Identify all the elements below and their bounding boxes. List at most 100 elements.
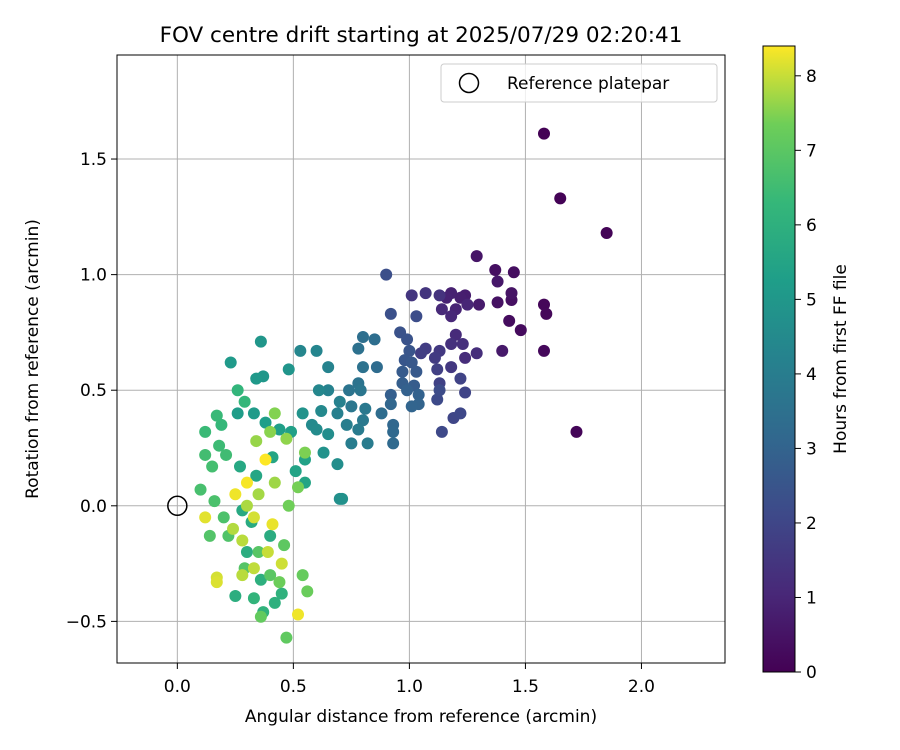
y-tick-label: −0.5: [66, 612, 107, 632]
data-point: [384, 398, 397, 411]
data-point: [315, 405, 328, 418]
y-axis-ticks: −0.5 0.0 0.5 1.0 1.5: [66, 150, 117, 632]
data-point: [203, 529, 216, 542]
data-point: [405, 289, 418, 302]
reference-platepar-marker: [167, 495, 188, 517]
data-point: [231, 407, 244, 420]
data-point: [252, 546, 265, 559]
data-point: [280, 631, 293, 644]
data-point: [491, 275, 504, 288]
data-point: [247, 407, 260, 420]
data-point: [333, 395, 346, 408]
data-point: [435, 425, 448, 438]
data-point: [210, 576, 223, 589]
data-point: [312, 384, 325, 397]
data-point: [199, 448, 212, 461]
data-point: [233, 460, 246, 473]
data-point: [215, 418, 228, 431]
colorbar-tick-label: 6: [806, 216, 817, 236]
data-point: [459, 386, 472, 399]
grid-lines: [117, 55, 725, 663]
data-point: [282, 363, 295, 376]
plot-frame: [116, 54, 726, 664]
data-point: [236, 569, 249, 582]
data-point: [537, 298, 550, 311]
data-point: [387, 437, 400, 450]
data-point: [206, 460, 219, 473]
data-point: [570, 425, 583, 438]
data-point: [491, 296, 504, 309]
data-point: [470, 347, 483, 360]
colorbar-tick-label: 2: [806, 514, 817, 534]
colorbar-tick-label: 4: [806, 365, 817, 385]
colorbar-ticks: 0 1 2 3 4 5 6 7 8: [795, 67, 817, 683]
data-point: [410, 310, 423, 323]
data-point: [238, 395, 251, 408]
data-point: [473, 298, 486, 311]
data-point: [356, 414, 369, 427]
data-point: [352, 342, 365, 355]
data-point: [537, 127, 550, 140]
data-point: [275, 587, 288, 600]
data-point: [247, 592, 260, 605]
y-tick-label: 0.0: [80, 497, 107, 517]
colorbar-tick-label: 1: [806, 588, 817, 608]
data-point: [220, 448, 233, 461]
data-point: [240, 476, 253, 489]
data-point: [435, 303, 448, 316]
x-axis-label: Angular distance from reference (arcmin): [245, 707, 597, 727]
data-point: [503, 314, 516, 327]
reference-marker: [167, 495, 188, 517]
data-point: [456, 337, 469, 350]
x-tick-label: 0.0: [164, 677, 191, 697]
data-point: [259, 453, 272, 466]
data-point: [433, 289, 446, 302]
data-point: [336, 492, 349, 505]
data-point: [419, 287, 432, 300]
data-point: [454, 372, 467, 385]
data-point: [322, 384, 335, 397]
data-point: [224, 356, 237, 369]
data-point: [600, 227, 613, 240]
data-point: [387, 425, 400, 438]
data-point: [380, 268, 393, 281]
data-point: [296, 569, 309, 582]
colorbar-tick-label: 8: [806, 67, 817, 87]
legend-entry: Reference platepar: [507, 74, 669, 94]
data-point: [449, 328, 462, 341]
data-point: [454, 407, 467, 420]
data-point: [217, 511, 230, 524]
data-point: [194, 483, 207, 496]
data-point: [343, 384, 356, 397]
data-point: [554, 192, 567, 205]
y-axis-label: Rotation from reference (arcmin): [23, 219, 43, 499]
data-point: [431, 363, 444, 376]
data-point: [403, 344, 416, 357]
data-point: [273, 423, 286, 436]
data-point: [298, 446, 311, 459]
data-point: [540, 307, 553, 320]
data-point: [331, 407, 344, 420]
data-point: [368, 333, 381, 346]
data-point: [250, 372, 263, 385]
data-point: [250, 469, 263, 482]
data-point: [199, 511, 212, 524]
data-point: [231, 384, 244, 397]
data-point: [505, 287, 518, 300]
data-point: [412, 388, 425, 401]
data-point: [433, 384, 446, 397]
data-point: [322, 428, 335, 441]
data-point: [282, 499, 295, 512]
data-point: [259, 416, 272, 429]
colorbar-tick-label: 3: [806, 439, 817, 459]
data-point: [345, 400, 358, 413]
data-point: [496, 344, 509, 357]
data-point: [289, 465, 302, 478]
colorbar: 0 1 2 3 4 5 6 7 8 Hours from first FF file: [762, 45, 851, 683]
data-point: [250, 435, 263, 448]
data-point: [331, 458, 344, 471]
data-point: [268, 596, 281, 609]
data-point: [459, 351, 472, 364]
data-point: [268, 476, 281, 489]
